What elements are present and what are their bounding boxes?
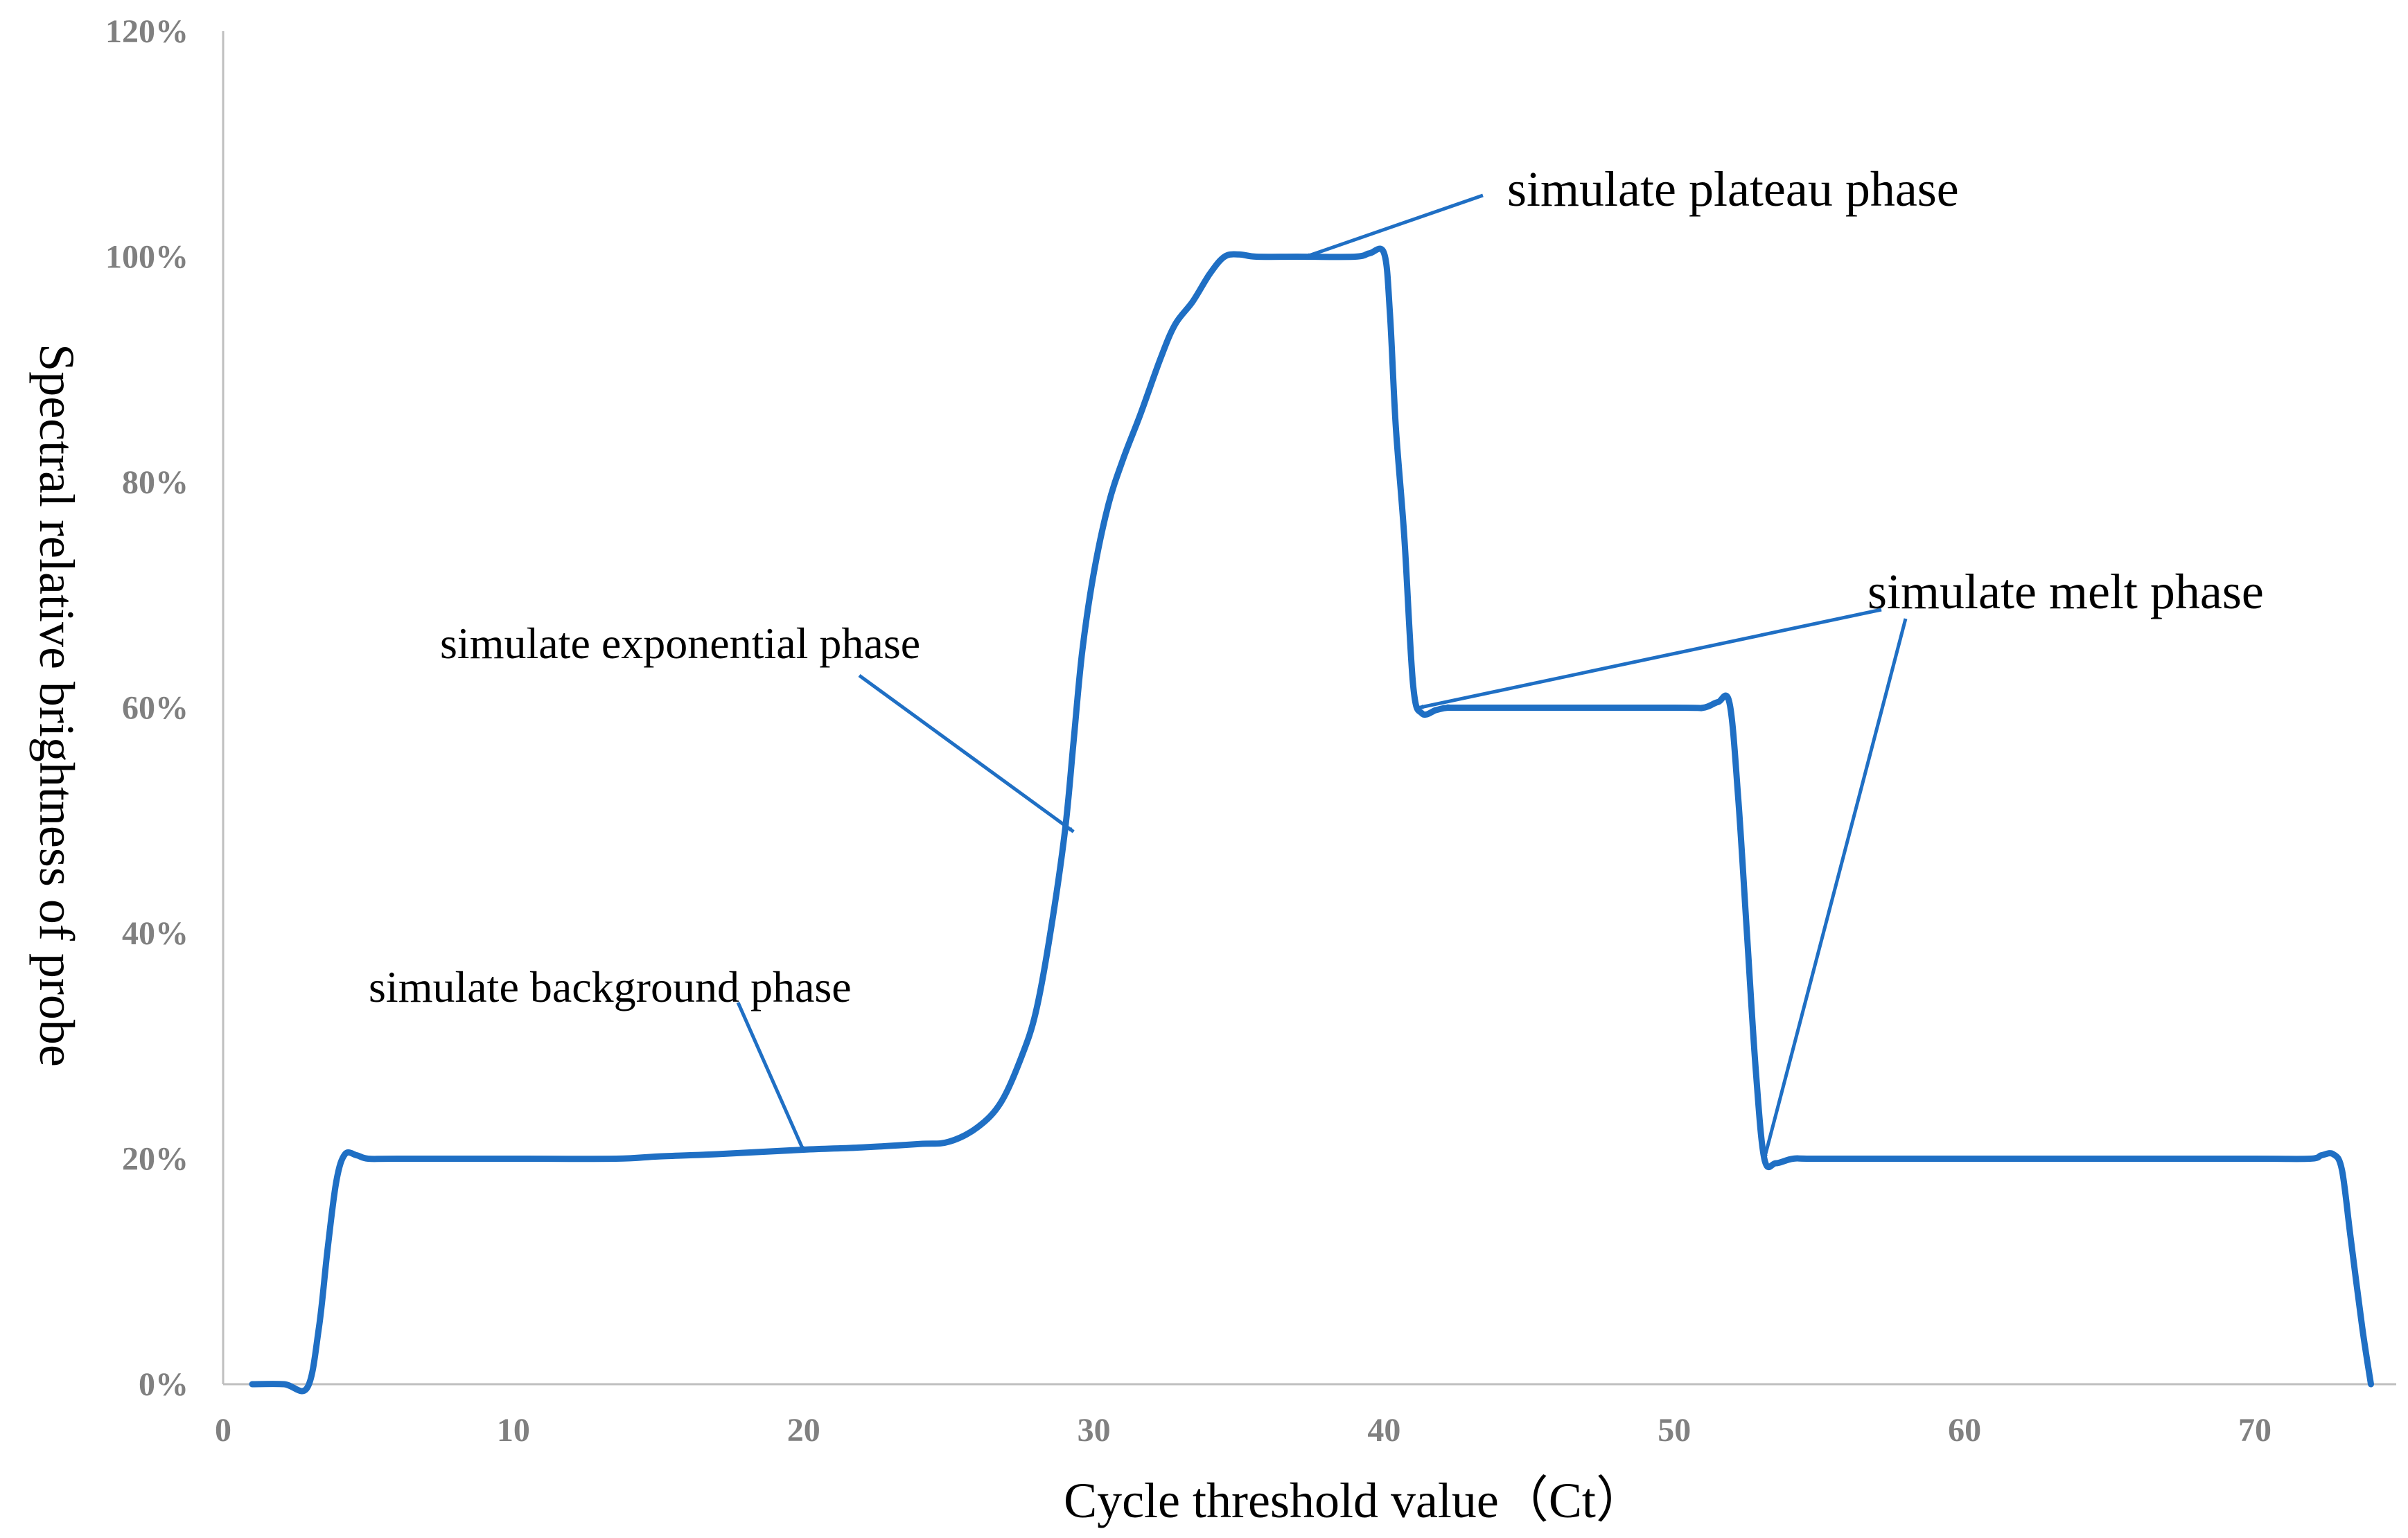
y-tick-label: 20% [122, 1141, 188, 1178]
annotation-plateau-label: simulate plateau phase [1507, 161, 1959, 217]
annotation-melt-arrow-1 [1418, 608, 1882, 709]
annotation-plateau-arrow [1305, 193, 1484, 258]
x-axis-title: Cycle threshold value（Ct） [1064, 1473, 1646, 1528]
y-tick-label: 80% [122, 464, 188, 501]
x-tick-label: 40 [1367, 1412, 1400, 1449]
y-tick-label: 100% [105, 239, 188, 276]
x-tick-label: 70 [2238, 1412, 2271, 1449]
series-line [249, 245, 2374, 1395]
x-tick-label: 30 [1078, 1412, 1111, 1449]
x-tick-label: 60 [1948, 1412, 1981, 1449]
x-tick-label: 50 [1658, 1412, 1691, 1449]
annotation-melt-arrow-2 [1762, 618, 1908, 1160]
y-axis-title: Spectral relative brightness of probe [29, 344, 85, 1067]
x-tick-label: 20 [787, 1412, 820, 1449]
annotation-melt-label: simulate melt phase [1867, 564, 2264, 619]
x-tick-label: 10 [497, 1412, 530, 1449]
annotation-background-label: simulate background phase [369, 962, 852, 1011]
x-axis-ticks: 0 10 20 30 40 50 60 70 [215, 1412, 2271, 1449]
y-axis-ticks: 0% 20% 40% 60% 80% 100% 120% [105, 13, 188, 1403]
annotation-background-arrow [736, 1001, 806, 1152]
annotation-exponential-arrow [858, 673, 1075, 833]
y-tick-label: 0% [139, 1366, 188, 1403]
annotation-exponential-label: simulate exponential phase [440, 619, 920, 668]
y-tick-label: 120% [105, 13, 188, 50]
y-tick-label: 40% [122, 915, 188, 952]
x-tick-label: 0 [215, 1412, 231, 1449]
y-tick-label: 60% [122, 690, 188, 727]
